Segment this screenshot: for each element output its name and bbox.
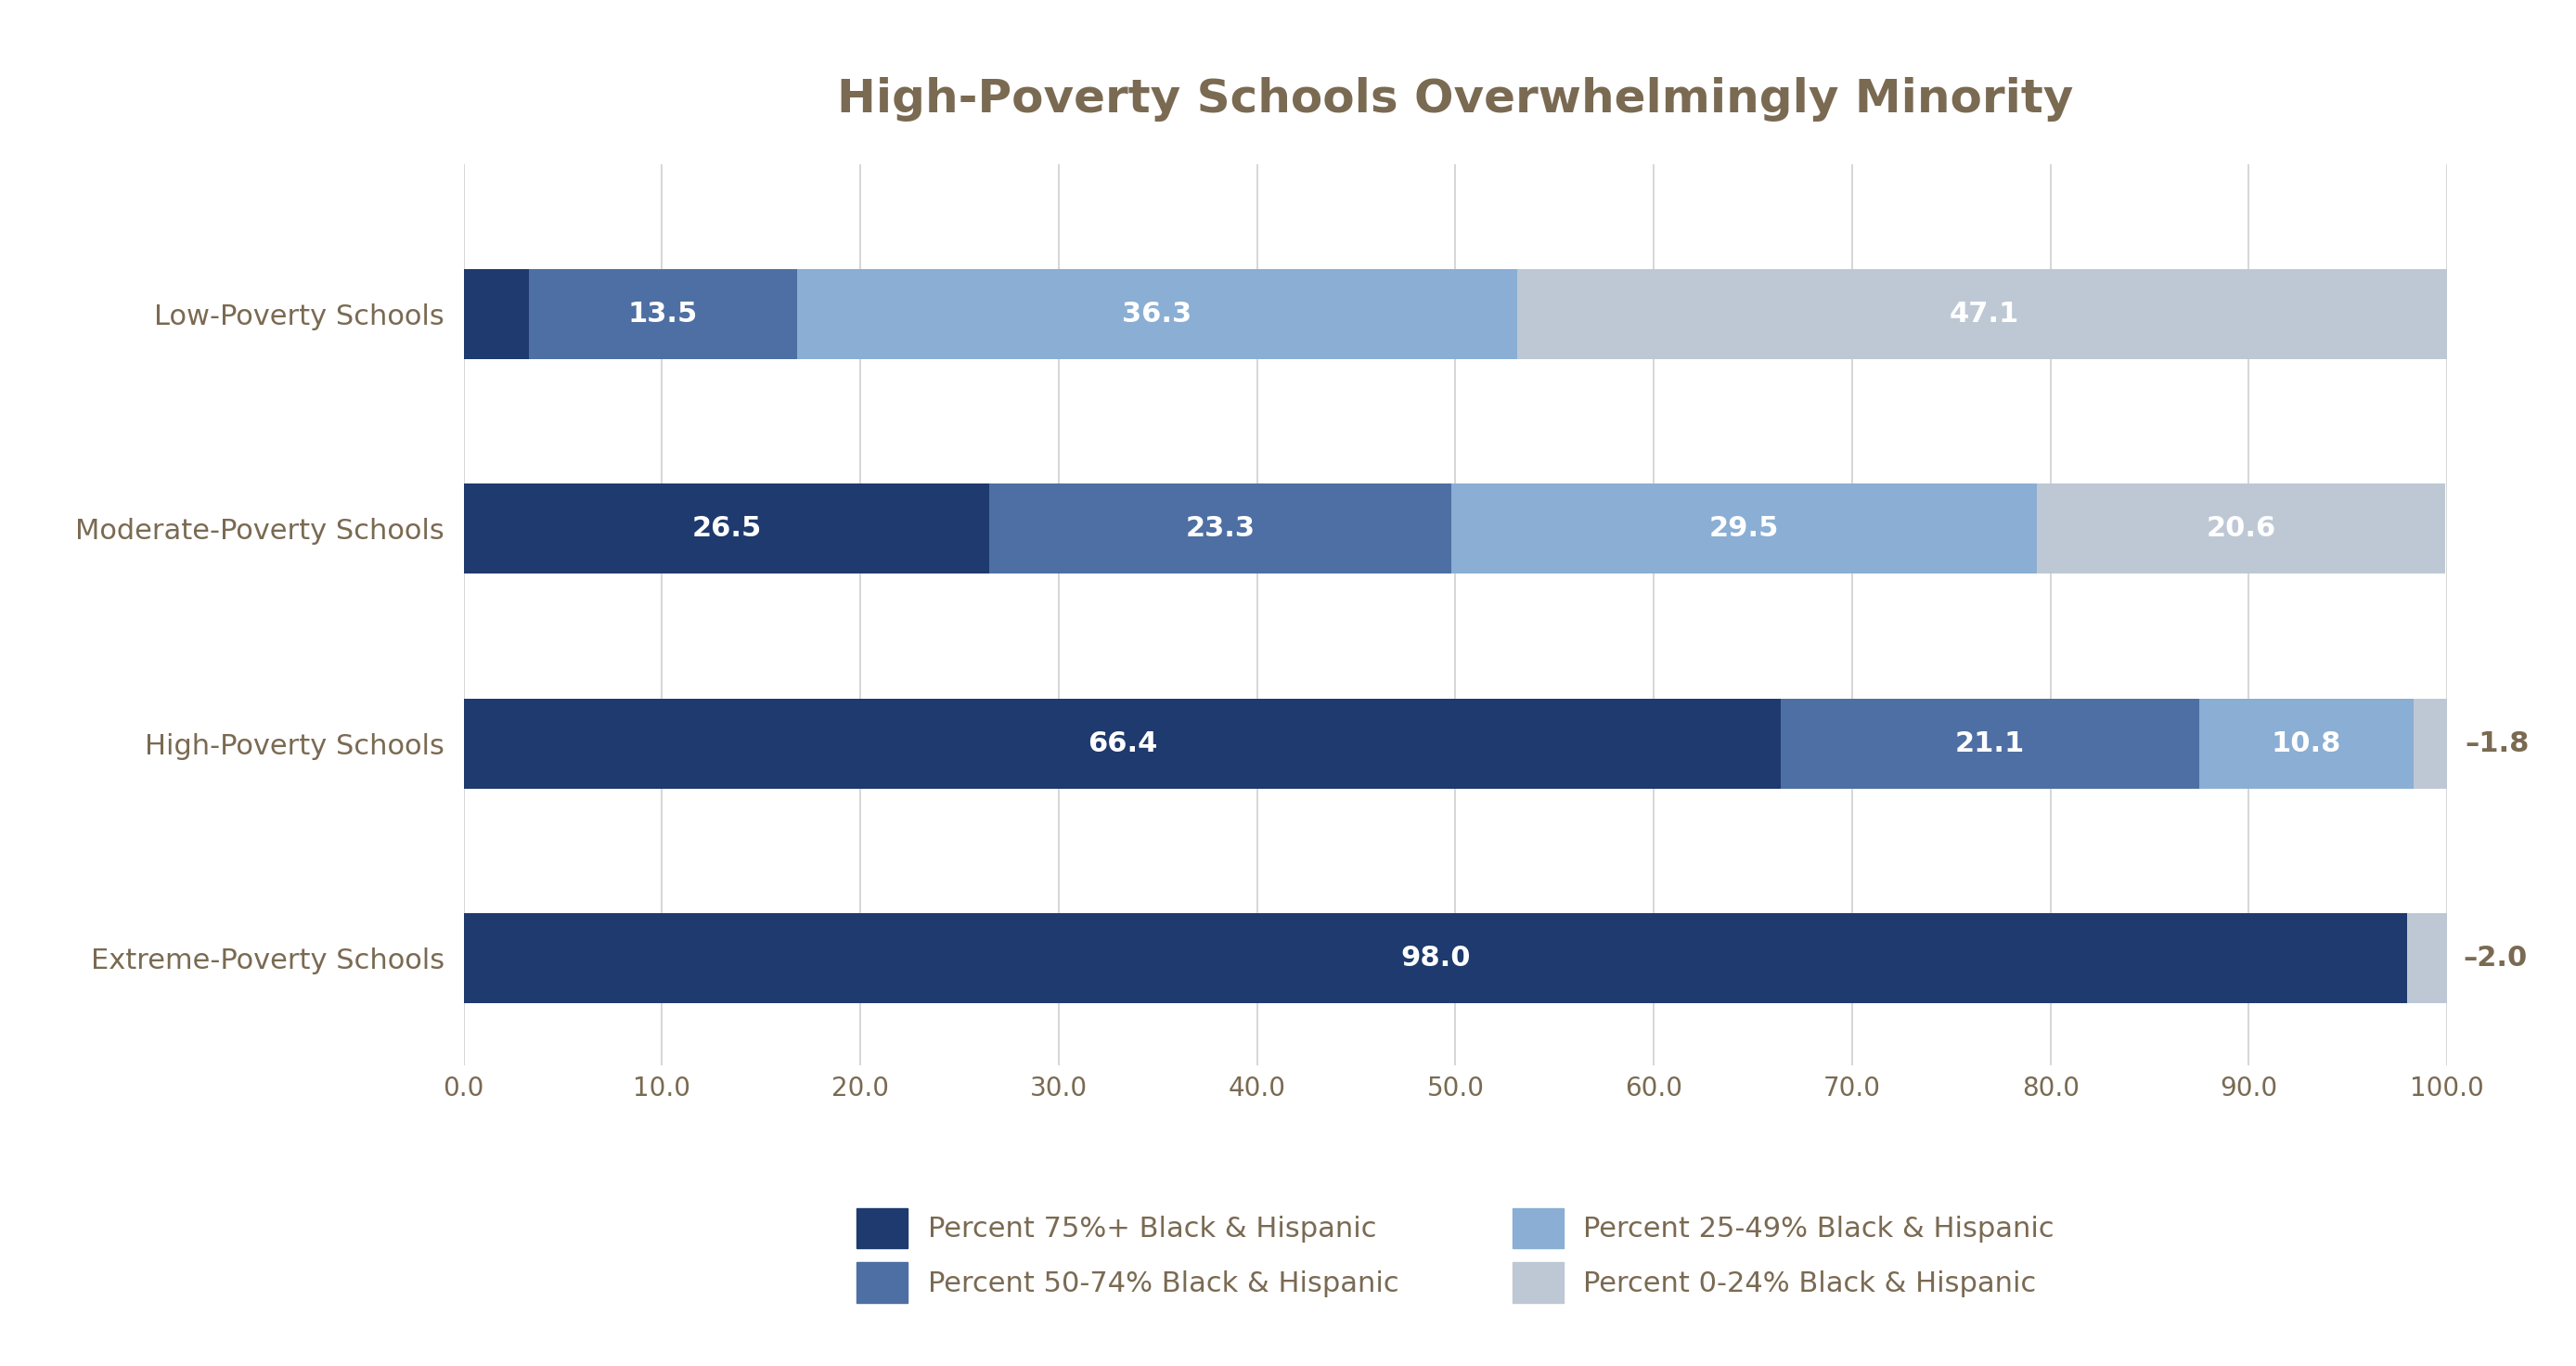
- Text: 47.1: 47.1: [1950, 301, 2020, 328]
- Text: 13.5: 13.5: [629, 301, 698, 328]
- Bar: [464, 912, 2409, 1003]
- Text: 20.6: 20.6: [2205, 515, 2275, 542]
- Bar: [464, 269, 528, 359]
- Bar: [796, 269, 1517, 359]
- Text: –3.3: –3.3: [546, 301, 608, 328]
- Bar: [1780, 698, 2200, 788]
- Text: 66.4: 66.4: [1087, 729, 1157, 757]
- Legend: Percent 75%+ Black & Hispanic, Percent 50-74% Black & Hispanic, Percent 25-49% B: Percent 75%+ Black & Hispanic, Percent 5…: [845, 1197, 2066, 1314]
- Bar: [2200, 698, 2414, 788]
- Title: High-Poverty Schools Overwhelmingly Minority: High-Poverty Schools Overwhelmingly Mino…: [837, 76, 2074, 122]
- Bar: [1450, 484, 2038, 574]
- Bar: [2038, 484, 2445, 574]
- Bar: [464, 484, 989, 574]
- Text: 21.1: 21.1: [1955, 729, 2025, 757]
- Text: 36.3: 36.3: [1123, 301, 1193, 328]
- Text: 29.5: 29.5: [1708, 515, 1780, 542]
- Bar: [528, 269, 796, 359]
- Text: –1.8: –1.8: [2465, 729, 2530, 757]
- Text: –2.0: –2.0: [2463, 945, 2527, 971]
- Text: 10.8: 10.8: [2272, 729, 2342, 757]
- Bar: [464, 698, 1780, 788]
- Bar: [989, 484, 1450, 574]
- Text: 26.5: 26.5: [690, 515, 762, 542]
- Bar: [2414, 698, 2450, 788]
- Bar: [2409, 912, 2447, 1003]
- Text: 23.3: 23.3: [1185, 515, 1255, 542]
- Text: 98.0: 98.0: [1401, 945, 1471, 971]
- Bar: [1517, 269, 2452, 359]
